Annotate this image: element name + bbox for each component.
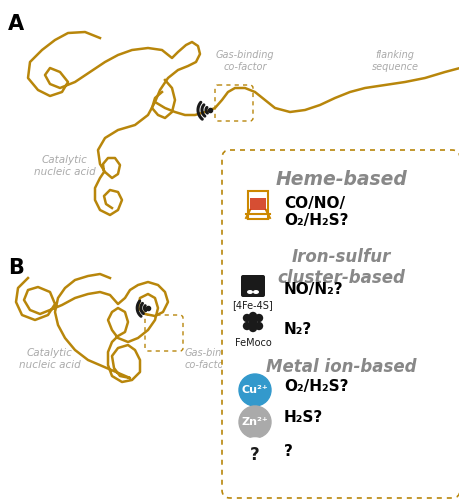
Ellipse shape: [246, 290, 252, 294]
Text: ?: ?: [283, 444, 292, 458]
Circle shape: [243, 322, 250, 330]
Circle shape: [239, 406, 270, 438]
Bar: [247, 191, 268, 219]
Circle shape: [249, 324, 256, 332]
Text: H₂S?: H₂S?: [283, 410, 323, 426]
Text: Heme-based: Heme-based: [274, 170, 406, 189]
Text: Catalytic
nucleic acid: Catalytic nucleic acid: [19, 348, 81, 370]
Ellipse shape: [252, 290, 258, 294]
Circle shape: [243, 314, 250, 322]
Text: Cu²⁺: Cu²⁺: [241, 385, 268, 395]
Circle shape: [249, 312, 256, 320]
Text: flanking
sequence: flanking sequence: [371, 50, 418, 72]
Circle shape: [239, 439, 270, 471]
Text: Metal ion-based: Metal ion-based: [265, 358, 415, 376]
Text: CO/NO/
O₂/H₂S?: CO/NO/ O₂/H₂S?: [283, 196, 348, 228]
Text: [4Fe-4S]: [4Fe-4S]: [232, 300, 273, 310]
Text: ?: ?: [250, 446, 259, 464]
Text: N₂?: N₂?: [283, 322, 312, 337]
Bar: [249, 198, 265, 210]
Circle shape: [255, 322, 262, 330]
Circle shape: [249, 318, 256, 326]
Circle shape: [239, 374, 270, 406]
Text: B: B: [8, 258, 24, 278]
Text: Zn²⁺: Zn²⁺: [241, 417, 268, 427]
Text: Gas-binding
co-factor: Gas-binding co-factor: [185, 348, 243, 370]
Text: A: A: [8, 14, 24, 34]
Text: FeMoco: FeMoco: [234, 338, 271, 348]
Text: Catalytic
nucleic acid: Catalytic nucleic acid: [34, 155, 95, 176]
Text: O₂/H₂S?: O₂/H₂S?: [283, 378, 348, 394]
Text: NO/N₂?: NO/N₂?: [283, 282, 343, 297]
FancyBboxPatch shape: [241, 275, 264, 297]
FancyBboxPatch shape: [222, 150, 459, 498]
Circle shape: [255, 314, 262, 322]
Text: Iron-sulfur
cluster-based: Iron-sulfur cluster-based: [276, 248, 404, 287]
Text: Gas-binding
co-factor: Gas-binding co-factor: [215, 50, 274, 72]
